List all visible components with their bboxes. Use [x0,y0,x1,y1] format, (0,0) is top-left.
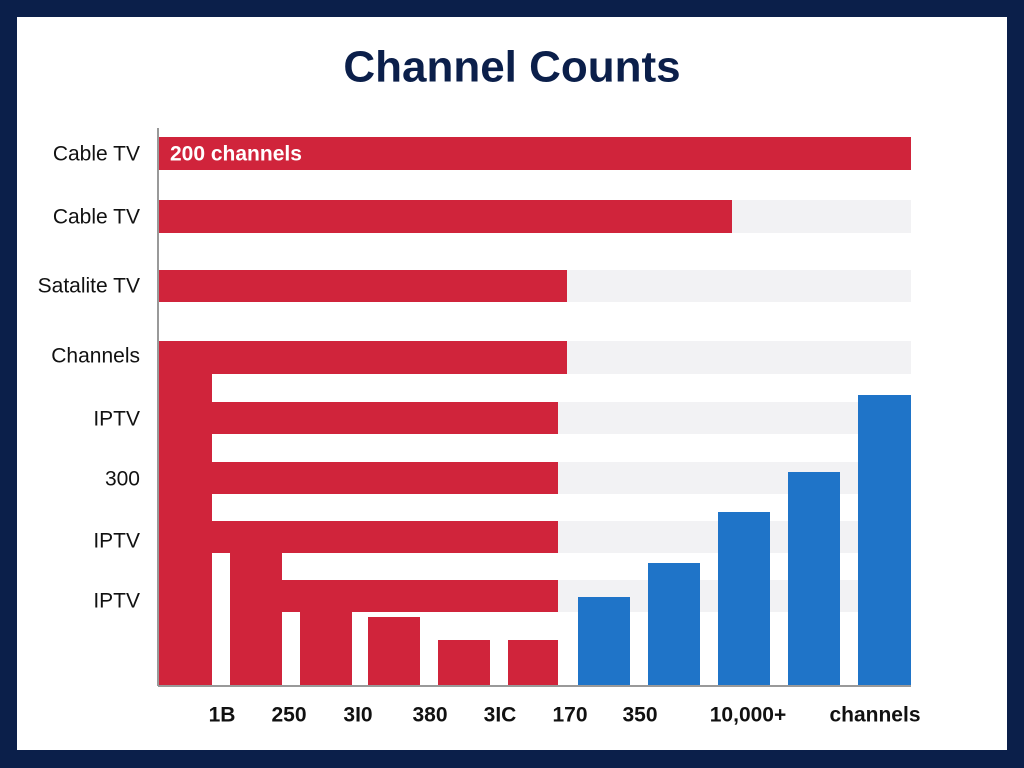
bar [282,580,558,612]
bar [158,270,567,302]
row-label: IPTV [93,590,140,613]
bar [158,341,567,374]
blue-bars [578,395,911,685]
bar [212,462,558,494]
row-label: IPTV [93,530,140,553]
x-label: channels [829,704,920,727]
column [438,640,490,685]
x-label: 250 [271,704,306,727]
column [300,612,352,685]
column [858,395,911,685]
x-label: 350 [622,704,657,727]
x-label: 380 [412,704,447,727]
column [648,563,700,685]
column [230,553,282,685]
row-label: 300 [105,468,140,491]
column [508,640,558,685]
row-label: IPTV [93,408,140,431]
x-label: 170 [552,704,587,727]
column [158,374,212,685]
bar [158,137,911,170]
bar [158,200,732,233]
annotation: 200 channels [170,143,302,166]
red-bars [158,137,911,685]
x-label: 3I0 [343,704,372,727]
row-label: Cable TV [53,143,140,166]
x-label: 1B [209,704,236,727]
row-label: Cable TV [53,206,140,229]
column [788,472,840,685]
column [368,617,420,685]
chart-title: Channel Counts [343,43,680,92]
column [578,597,630,685]
row-label: Channels [51,345,140,368]
x-label: 3IC [484,704,517,727]
x-label: 10,000+ [710,704,787,727]
bar [212,521,558,553]
row-label: Satalite TV [38,275,140,298]
bar [212,402,558,434]
column [718,512,770,685]
